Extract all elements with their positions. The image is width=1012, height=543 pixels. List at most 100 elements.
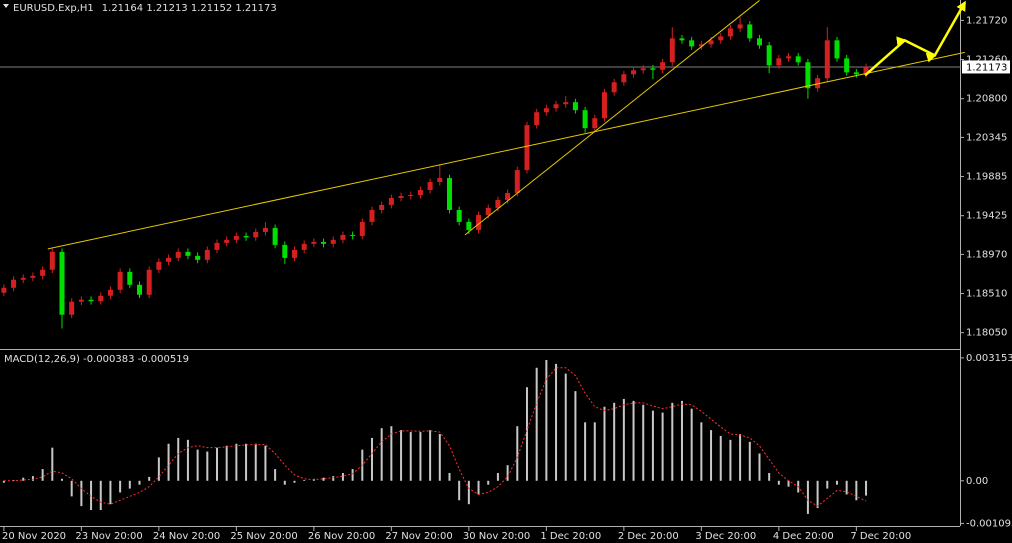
macd-bar xyxy=(448,472,451,481)
x-tick-label: 25 Nov 20:00 xyxy=(230,531,297,542)
y-tick-label: 1.18510 xyxy=(966,289,1007,300)
y-tick-label: 0.003153 xyxy=(966,353,1012,364)
macd-bar xyxy=(458,480,461,501)
chart-title: EURUSD.Exp,H1 1.21164 1.21213 1.21152 1.2… xyxy=(13,3,277,14)
candle-body xyxy=(11,279,17,288)
candle-body xyxy=(534,112,540,126)
candle-body xyxy=(456,209,462,222)
candle-body xyxy=(601,92,607,119)
y-tick-label: 1.18970 xyxy=(966,249,1007,260)
macd-bar xyxy=(148,476,151,481)
y-tick-label: 1.18050 xyxy=(966,328,1007,339)
macd-bar xyxy=(700,422,703,481)
macd-bar xyxy=(138,480,141,485)
y-tick-label: 1.20345 xyxy=(966,132,1007,143)
candle-body xyxy=(747,24,753,39)
candle-body xyxy=(505,192,511,200)
macd-bar xyxy=(274,469,277,481)
candle-body xyxy=(330,239,336,244)
x-tick-label: 26 Nov 20:00 xyxy=(308,531,375,542)
candle-body xyxy=(146,269,152,295)
macd-bar xyxy=(167,443,170,481)
macd-bar xyxy=(710,430,713,481)
macd-bar xyxy=(70,480,73,497)
candle-body xyxy=(863,66,869,75)
macd-bar xyxy=(613,402,616,481)
candle-body xyxy=(350,234,356,236)
candle-body xyxy=(524,125,530,171)
y-tick-label: 1.21720 xyxy=(966,15,1007,26)
macd-bar xyxy=(22,477,25,481)
candle-body xyxy=(204,249,210,260)
candle-body xyxy=(553,104,559,109)
macd-bar xyxy=(535,367,538,481)
candle-body xyxy=(117,271,123,290)
candle-body xyxy=(611,82,617,93)
menu-triangle[interactable] xyxy=(3,4,9,8)
candle-body xyxy=(592,118,598,129)
macd-bar xyxy=(622,398,625,481)
candle-body xyxy=(853,72,859,75)
candle-body xyxy=(127,271,133,285)
macd-bar xyxy=(845,480,848,495)
macd-bar xyxy=(487,480,490,485)
signal-line xyxy=(3,367,867,507)
macd-bar xyxy=(525,387,528,481)
candle-body xyxy=(185,251,191,256)
candle-body xyxy=(40,269,46,276)
macd-bar xyxy=(283,480,286,485)
macd-bar xyxy=(332,476,335,481)
macd-bar xyxy=(816,480,819,509)
macd-bar xyxy=(477,480,480,495)
macd-bar xyxy=(739,434,742,481)
candle-body xyxy=(243,235,249,238)
candle-body xyxy=(262,227,268,232)
macd-bar xyxy=(777,480,780,485)
macd-bar xyxy=(555,363,558,481)
x-tick-label: 7 Dec 20:00 xyxy=(850,531,911,542)
quote: 1.21164 1.21213 1.21152 1.21173 xyxy=(102,3,277,14)
candle-body xyxy=(689,40,695,47)
macd-bar xyxy=(41,469,44,481)
candle-body xyxy=(59,251,65,315)
macd-bar xyxy=(409,432,412,481)
candle-body xyxy=(844,58,850,73)
y-tick-label: 1.19885 xyxy=(966,172,1007,183)
trendline xyxy=(464,0,760,236)
candle-body xyxy=(679,38,685,41)
macd-bar xyxy=(632,400,635,481)
candle-body xyxy=(834,40,840,59)
x-tick-label: 2 Dec 20:00 xyxy=(618,531,679,542)
candle-body xyxy=(786,56,792,59)
candle-body xyxy=(795,56,801,63)
y-tick-label: 1.21260 xyxy=(966,55,1007,66)
candle-body xyxy=(107,289,113,296)
macd-bar xyxy=(351,469,354,481)
macd-bar xyxy=(516,426,519,481)
macd-bar xyxy=(855,480,858,501)
candle-body xyxy=(815,78,821,89)
macd-bar xyxy=(2,480,5,483)
trendline xyxy=(47,51,965,250)
candle-body xyxy=(708,40,714,45)
candle-body xyxy=(514,170,520,193)
macd-bar xyxy=(419,432,422,481)
current-price-box xyxy=(962,60,1010,74)
candle-body xyxy=(224,239,230,243)
macd-bar xyxy=(390,426,393,481)
x-tick-label: 1 Dec 20:00 xyxy=(540,531,601,542)
candle-body xyxy=(156,261,162,270)
macd-bar xyxy=(119,480,122,493)
candle-body xyxy=(417,189,423,196)
macd-bar xyxy=(574,391,577,481)
x-tick-label: 3 Dec 20:00 xyxy=(695,531,756,542)
projection-arrow xyxy=(864,0,966,77)
macd-bar xyxy=(690,408,693,481)
macd-bar xyxy=(826,480,829,489)
y-tick-label: 1.19425 xyxy=(966,211,1007,222)
macd-bar xyxy=(380,428,383,481)
macd-bar xyxy=(128,480,131,489)
candle-body xyxy=(660,62,666,70)
macd-bar xyxy=(438,434,441,481)
candle-body xyxy=(136,284,142,295)
